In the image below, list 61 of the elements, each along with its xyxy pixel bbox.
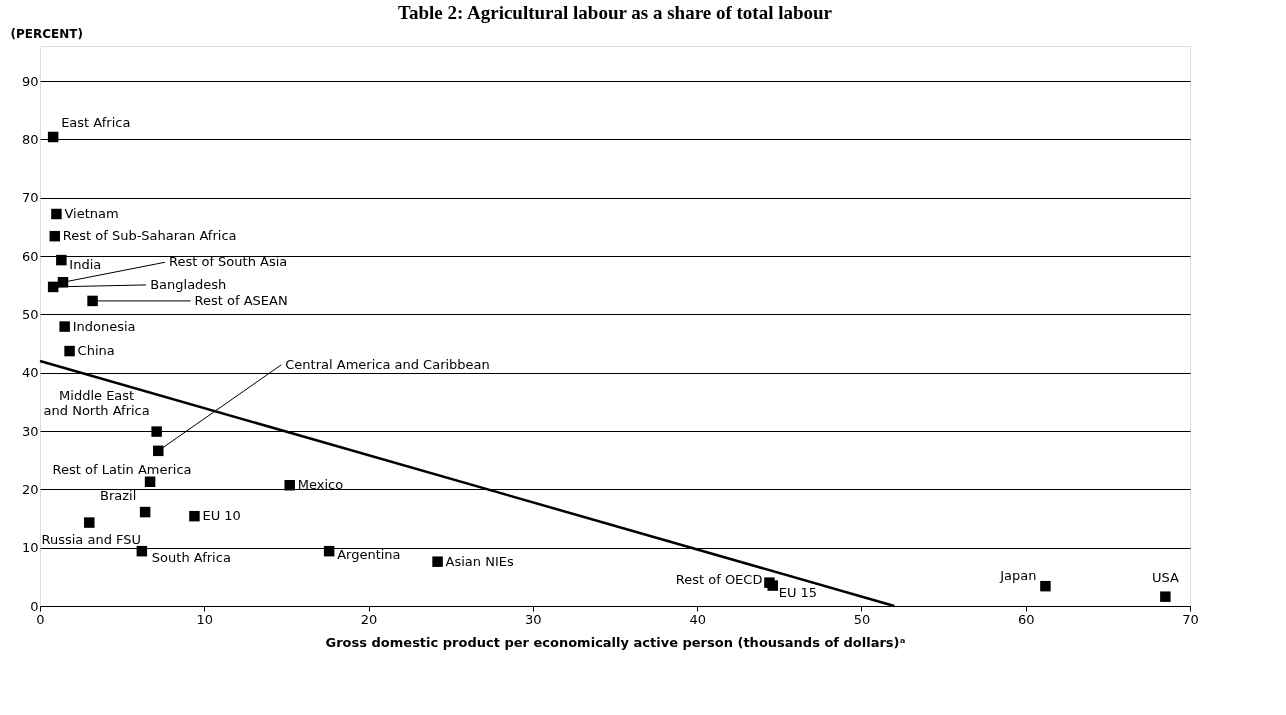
point: [151, 426, 162, 437]
data-label: Vietnam: [64, 206, 119, 221]
point: [189, 510, 200, 522]
point: [153, 445, 164, 457]
data-label: East Africa: [61, 115, 131, 130]
data-label: Middle East and North Africa: [43, 387, 150, 418]
point: [432, 556, 443, 567]
chart-title: Table 2: Agricultural labour as a share of total labour: [397, 2, 833, 23]
point: [87, 295, 98, 307]
point: [64, 345, 75, 357]
data-label: Bangladesh: [150, 276, 227, 292]
data-label: Central America and Caribbean: [285, 356, 490, 372]
point: [139, 506, 151, 518]
data-label: Rest of ASEAN: [194, 292, 288, 308]
x-tick-label: 30: [525, 611, 542, 627]
point: [144, 476, 156, 487]
x-tick-label: 40: [689, 611, 706, 627]
x-tick-label: 50: [853, 611, 871, 627]
y-tick-label: 50: [21, 306, 39, 322]
x-tick-label: 60: [1017, 611, 1035, 627]
x-tick-label: 20: [360, 611, 378, 627]
point: [1160, 591, 1171, 602]
data-label: EU 10: [202, 508, 241, 524]
point: [84, 517, 95, 528]
data-label: China: [77, 343, 115, 359]
point: [284, 480, 295, 491]
y-tick-label: 10: [21, 540, 39, 556]
point: [59, 321, 70, 332]
y-tick-label: 30: [21, 423, 39, 439]
y-tick-label: 70: [21, 190, 39, 206]
x-tick-label: 70: [1182, 611, 1199, 627]
data-label: Indonesia: [72, 318, 136, 334]
x-axis-title: Gross domestic product per economically active person (thousands of dollars)ᵃ: [325, 634, 906, 650]
data-label: Rest of OECD: [675, 571, 763, 587]
data-label: Brazil: [100, 488, 137, 504]
point: [1040, 580, 1051, 592]
data-label: South Africa: [151, 550, 231, 566]
y-tick-label: 90: [21, 73, 39, 89]
point: [56, 254, 67, 266]
point: [47, 131, 59, 143]
y-axis-title: (PERCENT): [10, 26, 83, 41]
y-tick-label: 40: [21, 365, 39, 381]
data-label: Argentina: [337, 547, 401, 563]
data-label: Japan: [999, 568, 1037, 584]
data-label: Rest of Latin America: [52, 461, 192, 477]
data-label: Rest of Sub-Saharan Africa: [62, 228, 237, 244]
y-tick-label: 20: [21, 481, 39, 497]
point: [49, 230, 61, 242]
point: [51, 208, 62, 220]
data-label: India: [69, 257, 102, 273]
point: [323, 545, 335, 557]
data-label: EU 15: [778, 584, 818, 600]
y-tick-label: 80: [21, 131, 39, 147]
point: [136, 545, 148, 557]
y-tick-label: 60: [21, 248, 39, 264]
x-tick-label: 10: [196, 611, 214, 627]
data-label: Asian NIEs: [445, 553, 514, 569]
data-label: USA: [1151, 569, 1179, 585]
data-label: Mexico: [297, 477, 344, 493]
data-label: Russia and FSU: [41, 531, 142, 547]
y-tick-label: 0: [30, 598, 39, 614]
